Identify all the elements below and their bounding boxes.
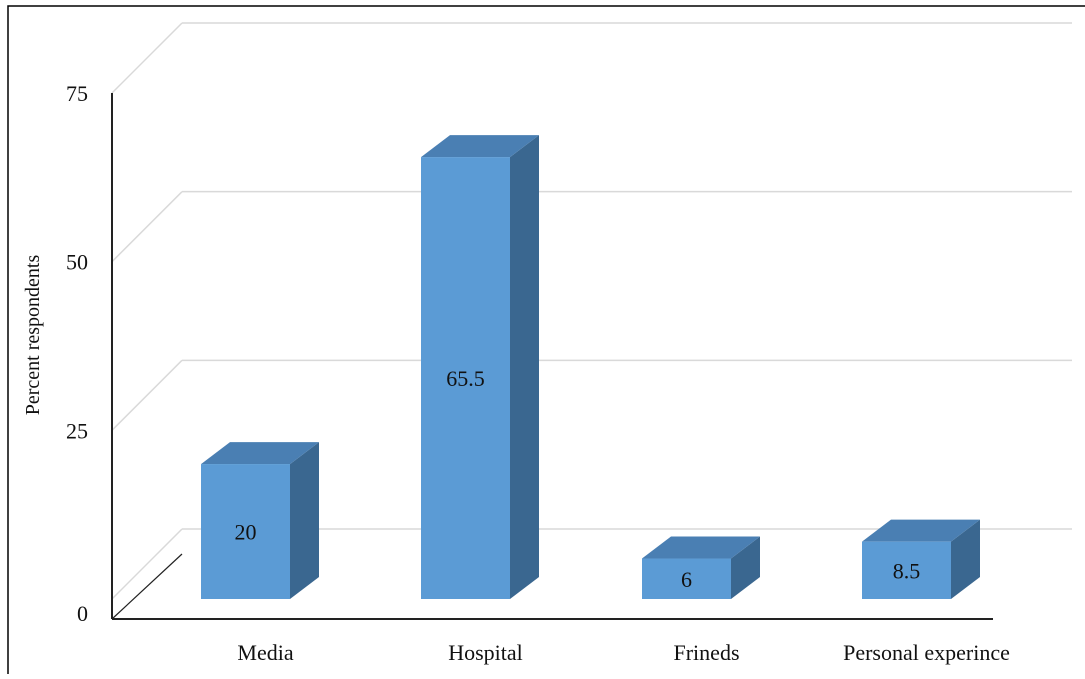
bar [862,541,951,599]
x-tick-label: Media [237,640,293,665]
x-tick-label: Personal experince [843,640,1010,665]
y-tick-label: 0 [77,601,88,626]
bar-side [510,135,539,600]
gridline-diagonal [111,22,183,94]
chart-border [7,5,1085,679]
data-label: 6 [681,567,692,592]
chart-frame [7,5,1085,679]
y-tick-label: 50 [66,250,88,275]
x-tick-label: Frineds [674,640,740,665]
bar [421,157,510,600]
x-axis-depth-line [111,553,183,620]
y-tick-label: 25 [66,418,88,443]
data-label: 65.5 [446,366,485,391]
labels: Percent respondents 0 25 50 75 20 Media 65.5 Ho… [22,81,1010,665]
bars [201,135,980,600]
bar-top [201,442,319,465]
bar-side [731,536,760,599]
data-label: 8.5 [893,558,921,583]
bar-side [290,442,319,599]
gridline-diagonal [111,191,183,263]
bar-side [951,519,980,599]
axes [111,93,993,620]
y-tick-label: 75 [66,81,88,106]
gridline-diagonal [111,528,183,600]
bar-top [421,135,539,158]
gridline-diagonal [111,359,183,431]
y-axis-title: Percent respondents [22,255,44,416]
x-tick-label: Hospital [448,640,523,665]
bar-top [642,536,760,559]
bar [201,464,290,599]
data-label: 20 [235,520,257,545]
bar [642,558,731,599]
bar-top [862,519,980,542]
